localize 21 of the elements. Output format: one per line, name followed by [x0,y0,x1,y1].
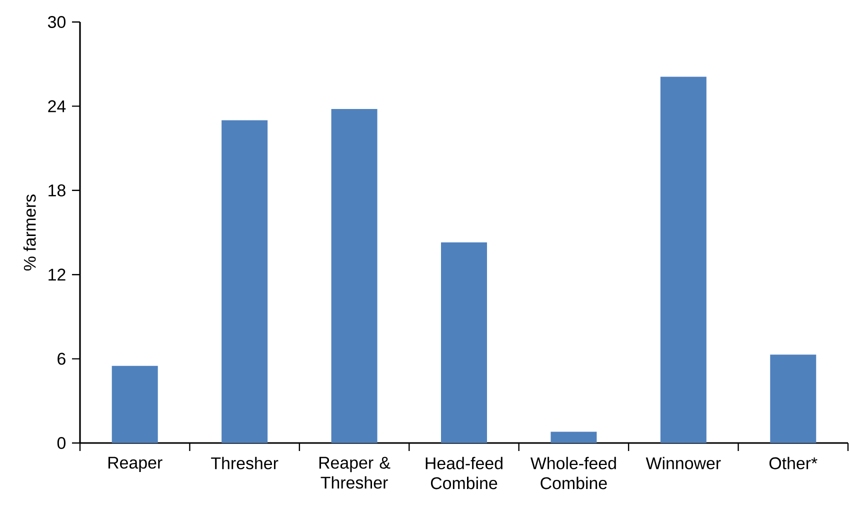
y-tick-label: 0 [57,437,66,449]
y-tick-label: 12 [48,268,66,281]
y-axis-title: % farmers [23,194,36,270]
y-tick-label: 24 [48,100,66,112]
x-tick-label: Thresher [211,456,278,470]
bar [441,242,487,443]
x-tick-label: Whole-feed Combine [530,456,616,490]
y-tick-label: 18 [48,184,66,196]
bar [660,76,706,443]
y-tick-label: 6 [58,352,66,365]
bar [770,354,816,443]
bar [331,109,378,443]
x-tick-label: Reaper & Thresher [319,456,390,489]
x-tick-label: Other* [769,456,818,470]
x-tick-label: Reaper [108,456,162,472]
x-tick-label: Head-feed Combine [426,456,502,490]
bar [550,432,597,443]
bar [222,120,268,443]
x-tick-label: Winnower [646,456,721,470]
y-tick-label: 30 [48,16,66,28]
bar [112,366,158,443]
